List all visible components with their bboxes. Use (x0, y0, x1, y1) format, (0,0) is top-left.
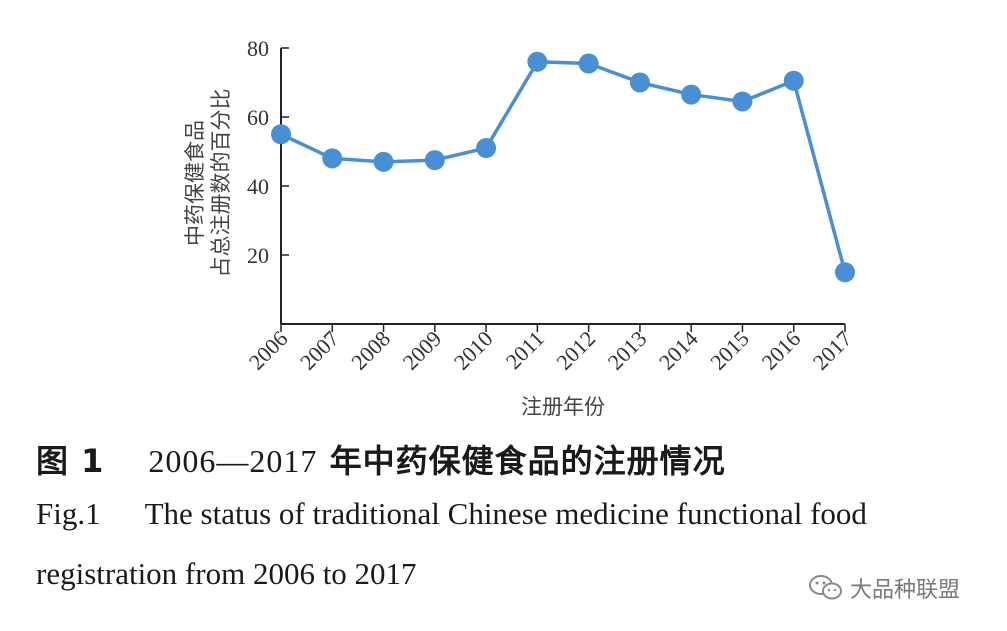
caption-zh-prefix: 图 1 (36, 442, 105, 480)
watermark: 大品种联盟 (808, 572, 960, 604)
y-tick-labels: 20 40 60 80 (247, 36, 269, 268)
series-layer (271, 51, 855, 283)
x-tick-label: 2017 (808, 326, 857, 375)
figure-caption-en: Fig.1 The status of traditional Chinese m… (36, 496, 867, 532)
data-point (629, 72, 650, 93)
x-tick-label: 2008 (346, 326, 395, 375)
caption-zh-text: 年中药保健食品的注册情况 (329, 442, 726, 480)
caption-en-prefix: Fig.1 (36, 496, 101, 531)
x-tick-label: 2016 (756, 326, 805, 375)
y-tick-label: 40 (247, 174, 269, 199)
caption-zh-range: 2006—2017 (148, 443, 318, 479)
y-axis-label-line: 中药保健食品 (183, 120, 207, 246)
x-tick-labels: 2006 2007 2008 2009 2010 2011 2012 2013 2014 2015… (244, 326, 857, 375)
data-point (476, 138, 497, 159)
data-point (732, 91, 753, 112)
x-tick-label: 2011 (501, 326, 549, 374)
figure-caption-en-line2: registration from 2006 to 2017 (36, 556, 417, 591)
caption-en-line1: The status of traditional Chinese medici… (144, 496, 867, 531)
data-point (681, 84, 702, 105)
x-axis-label: 注册年份 (521, 395, 605, 419)
data-point (424, 150, 445, 171)
data-point (373, 151, 394, 172)
y-tick-label: 20 (247, 243, 269, 268)
x-tick-label: 2006 (244, 326, 293, 375)
data-point (271, 124, 291, 145)
watermark-text: 大品种联盟 (850, 578, 961, 603)
x-tick-label: 2010 (449, 326, 498, 375)
x-tick-label: 2015 (705, 326, 754, 375)
wechat-icon (809, 575, 842, 600)
y-axis-label-line: 占总注册数的百分比 (209, 89, 233, 278)
y-tick-label: 60 (247, 105, 269, 130)
data-point (527, 51, 548, 72)
x-tick-label: 2014 (654, 326, 703, 375)
x-tick-label: 2013 (603, 326, 652, 375)
data-point (578, 53, 599, 74)
y-tick-label: 80 (247, 36, 269, 61)
x-tick-label: 2012 (551, 326, 600, 375)
y-axis-label: 中药保健食品 占总注册数的百分比 (183, 89, 233, 278)
data-point (783, 70, 804, 91)
x-tick-label: 2009 (398, 326, 447, 375)
figure-caption-zh: 图 1 2006—2017 年中药保健食品的注册情况 (36, 436, 726, 482)
data-point (835, 262, 855, 283)
series-line (280, 60, 847, 273)
x-tick-label: 2007 (295, 326, 344, 375)
chart-axes (280, 47, 846, 332)
data-point (322, 148, 343, 169)
